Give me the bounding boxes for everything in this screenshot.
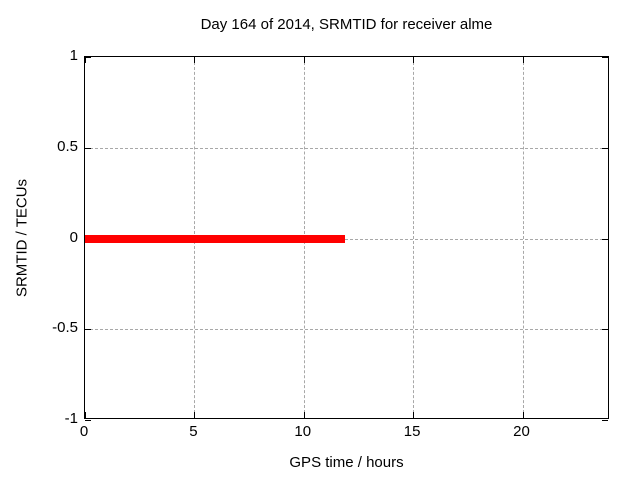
y-tick-mark-mirror bbox=[602, 329, 608, 331]
x-tick-label: 5 bbox=[189, 423, 198, 440]
y-tick-mark-mirror bbox=[602, 147, 608, 149]
gridline-horizontal bbox=[85, 238, 608, 240]
plot-area bbox=[84, 56, 609, 421]
x-tick-mark-mirror bbox=[413, 57, 415, 63]
y-tick-label: 1 bbox=[69, 47, 78, 64]
x-tick-mark bbox=[85, 412, 86, 418]
x-tick-label: 10 bbox=[294, 423, 312, 440]
y-tick-label: 0 bbox=[69, 228, 78, 246]
gridline-horizontal bbox=[85, 147, 608, 149]
gridline-vertical bbox=[522, 57, 524, 418]
y-tick-mark bbox=[85, 57, 91, 58]
y-tick-label: -1 bbox=[64, 410, 78, 427]
y-tick-mark bbox=[85, 329, 91, 331]
x-tick-mark bbox=[413, 412, 415, 418]
gridline-vertical bbox=[413, 57, 415, 418]
x-tick-label: 15 bbox=[403, 423, 421, 440]
y-tick-mark bbox=[85, 147, 91, 149]
x-tick-mark bbox=[303, 412, 305, 418]
x-tick-mark-mirror bbox=[522, 57, 524, 63]
x-tick-mark bbox=[194, 412, 196, 418]
y-tick-mark bbox=[85, 420, 91, 421]
x-tick-label: 0 bbox=[79, 423, 89, 440]
y-tick-mark-mirror bbox=[602, 238, 608, 240]
gridline-horizontal bbox=[85, 329, 608, 331]
x-tick-mark bbox=[522, 412, 524, 418]
x-tick-mark-mirror bbox=[194, 57, 196, 63]
y-tick-mark-mirror bbox=[602, 57, 608, 58]
series-line-srmtid bbox=[85, 234, 346, 243]
x-tick-label: 20 bbox=[513, 423, 530, 440]
x-tick-mark-mirror bbox=[85, 57, 86, 63]
x-axis-label: GPS time / hours bbox=[289, 454, 404, 471]
x-tick-mark-mirror bbox=[303, 57, 305, 63]
y-tick-mark-mirror bbox=[602, 420, 608, 421]
y-tick-label: -0.5 bbox=[52, 319, 78, 337]
chart-title: Day 164 of 2014, SRMTID for receiver alm… bbox=[200, 16, 493, 33]
y-tick-label: 0.5 bbox=[57, 137, 78, 155]
